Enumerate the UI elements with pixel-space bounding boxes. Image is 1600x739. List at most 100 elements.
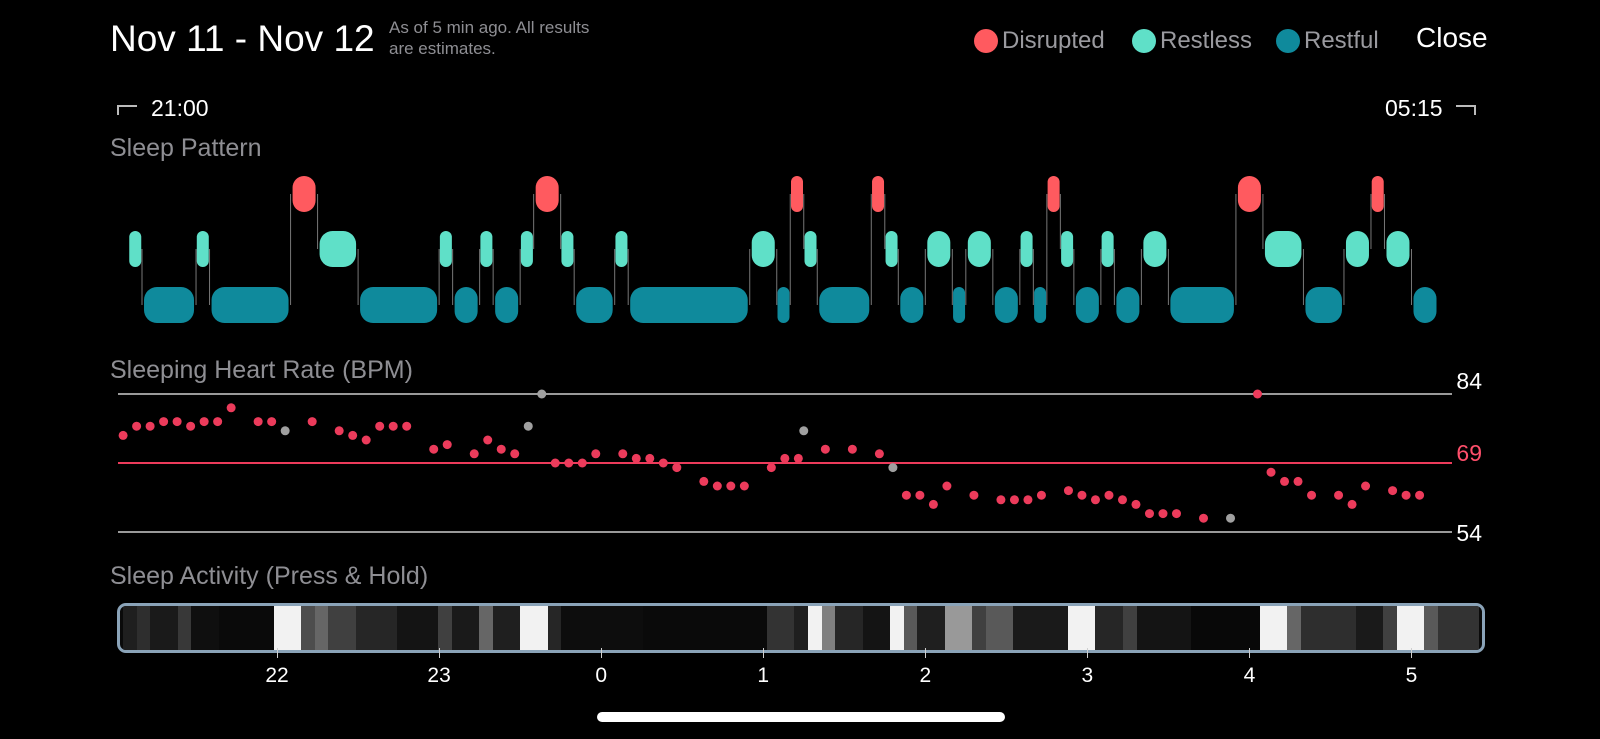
hr-point <box>1253 389 1263 399</box>
axis-tick-label: 4 <box>1243 664 1256 687</box>
sleep-activity-strip[interactable] <box>117 603 1485 653</box>
activity-band <box>451 606 480 650</box>
activity-band <box>1355 606 1384 650</box>
axis-tick <box>277 648 279 658</box>
hr-point <box>712 481 722 491</box>
hr-point <box>159 417 169 427</box>
heart-rate-heading: Sleeping Heart Rate (BPM) <box>110 356 413 384</box>
axis-tick-label: 3 <box>1081 664 1094 687</box>
hr-point <box>699 476 709 486</box>
activity-band <box>643 606 768 650</box>
range-start: 21:00 <box>117 95 209 122</box>
hr-point <box>928 499 938 509</box>
activity-band <box>438 606 453 650</box>
legend-disrupted: Disrupted <box>974 24 1105 58</box>
activity-band <box>273 606 302 650</box>
sleep-segment-restless <box>1061 231 1074 267</box>
hr-point <box>537 389 547 399</box>
hr-point <box>1334 490 1344 500</box>
sleep-activity-heading: Sleep Activity (Press & Hold) <box>110 562 429 590</box>
sleep-segment-restful <box>1075 287 1099 323</box>
sleep-segment-restless <box>1020 231 1033 267</box>
hr-point <box>483 435 493 445</box>
sleep-segment-restful <box>900 287 924 323</box>
sleep-segment-disrupted <box>1371 176 1384 212</box>
activity-band <box>917 606 946 650</box>
activity-band <box>355 606 398 650</box>
hr-point <box>1104 490 1114 500</box>
activity-bands <box>123 606 1480 650</box>
activity-band <box>944 606 973 650</box>
sleep-segment-restful <box>1116 287 1140 323</box>
hr-point <box>469 449 479 459</box>
sleep-segment-restful <box>576 287 613 323</box>
activity-band <box>191 606 220 650</box>
sleep-segment-restless <box>804 231 817 267</box>
hr-point <box>523 421 533 431</box>
sleep-segment-restful <box>211 287 289 323</box>
home-indicator[interactable] <box>597 712 1005 722</box>
activity-band <box>835 606 864 650</box>
hr-point <box>280 426 290 436</box>
close-button[interactable]: Close <box>1416 22 1488 53</box>
hr-point <box>942 481 952 491</box>
hr-point <box>1023 495 1033 505</box>
sleep-segment-restful <box>1170 287 1234 323</box>
hr-point <box>564 458 574 468</box>
sleep-segment-restless <box>885 231 898 267</box>
activity-band <box>1136 606 1192 650</box>
sleep-segment-restless <box>1143 231 1167 267</box>
hr-point <box>1036 490 1046 500</box>
activity-band <box>123 606 138 650</box>
hr-point <box>631 453 641 463</box>
hr-point <box>577 458 587 468</box>
sleep-segment-restful <box>819 287 870 323</box>
page-title: Nov 11 - Nov 12 <box>110 18 375 59</box>
sleep-segment-disrupted <box>535 176 559 212</box>
activity-band <box>177 606 192 650</box>
activity-band <box>821 606 836 650</box>
hr-point <box>996 495 1006 505</box>
sleep-segment-disrupted <box>292 176 316 212</box>
restless-dot-icon <box>1132 29 1156 53</box>
hr-min-label: 54 <box>1456 520 1482 546</box>
hr-point <box>213 417 223 427</box>
activity-band <box>972 606 987 650</box>
hr-point <box>348 430 358 440</box>
sleep-segment-disrupted <box>872 176 885 212</box>
sleep-segment-restless <box>561 231 574 267</box>
hr-point <box>442 440 452 450</box>
sleep-segment-restless <box>751 231 775 267</box>
hr-point <box>1090 495 1100 505</box>
activity-band <box>218 606 275 650</box>
hr-point <box>766 463 776 473</box>
hr-point <box>1388 486 1398 496</box>
activity-band <box>1437 606 1480 650</box>
hr-point <box>780 453 790 463</box>
restful-dot-icon <box>1276 29 1300 53</box>
hr-point <box>334 426 344 436</box>
heart-rate-chart[interactable] <box>0 380 1600 550</box>
hr-max-label: 84 <box>1456 368 1482 394</box>
hr-point <box>799 426 809 436</box>
hr-point <box>402 421 412 431</box>
sleep-segment-restless <box>520 231 533 267</box>
sleep-pattern-chart[interactable] <box>0 170 1600 340</box>
hr-point <box>1266 467 1276 477</box>
sleep-segment-restless <box>319 231 357 267</box>
axis-tick <box>925 648 927 658</box>
sleep-segment-disrupted <box>1237 176 1261 212</box>
axis-tick-label: 22 <box>265 664 289 687</box>
hr-point <box>847 444 857 454</box>
sleep-segment-disrupted <box>1047 176 1060 212</box>
estimate-note: As of 5 min ago. All results are estimat… <box>389 17 589 59</box>
activity-band <box>766 606 795 650</box>
hr-point <box>253 417 263 427</box>
activity-band <box>1300 606 1357 650</box>
hr-point <box>874 449 884 459</box>
axis-tick <box>439 648 441 658</box>
hr-point <box>1293 476 1303 486</box>
legend-restless: Restless <box>1132 24 1252 58</box>
axis-tick <box>601 648 603 658</box>
hr-point <box>618 449 628 459</box>
